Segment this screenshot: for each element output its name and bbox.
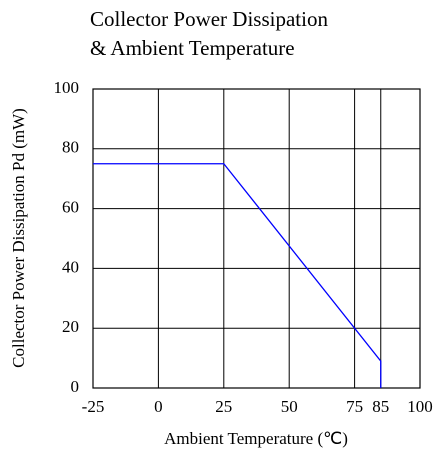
y-axis-label: Collector Power Dissipation Pd (mW)	[9, 108, 28, 368]
y-tick-label: 80	[62, 138, 79, 157]
x-tick-label: 0	[154, 397, 163, 416]
chart-title: & Ambient Temperature	[90, 36, 295, 60]
x-tick-label: 85	[372, 397, 389, 416]
y-tick-label: 60	[62, 198, 79, 217]
x-axis-label: Ambient Temperature (℃)	[164, 429, 348, 448]
y-tick-label: 100	[54, 78, 80, 97]
y-tick-label: 20	[62, 317, 79, 336]
data-line	[93, 163, 382, 388]
y-tick-label: 0	[71, 377, 80, 396]
plot-frame	[92, 88, 421, 389]
x-tick-label: -25	[82, 397, 105, 416]
chart-title: Collector Power Dissipation	[90, 7, 328, 31]
x-tick-label: 100	[407, 397, 433, 416]
x-tick-label: 75	[346, 397, 363, 416]
y-tick-label: 40	[62, 257, 79, 276]
x-tick-label: 50	[281, 397, 298, 416]
x-tick-label: 25	[215, 397, 232, 416]
